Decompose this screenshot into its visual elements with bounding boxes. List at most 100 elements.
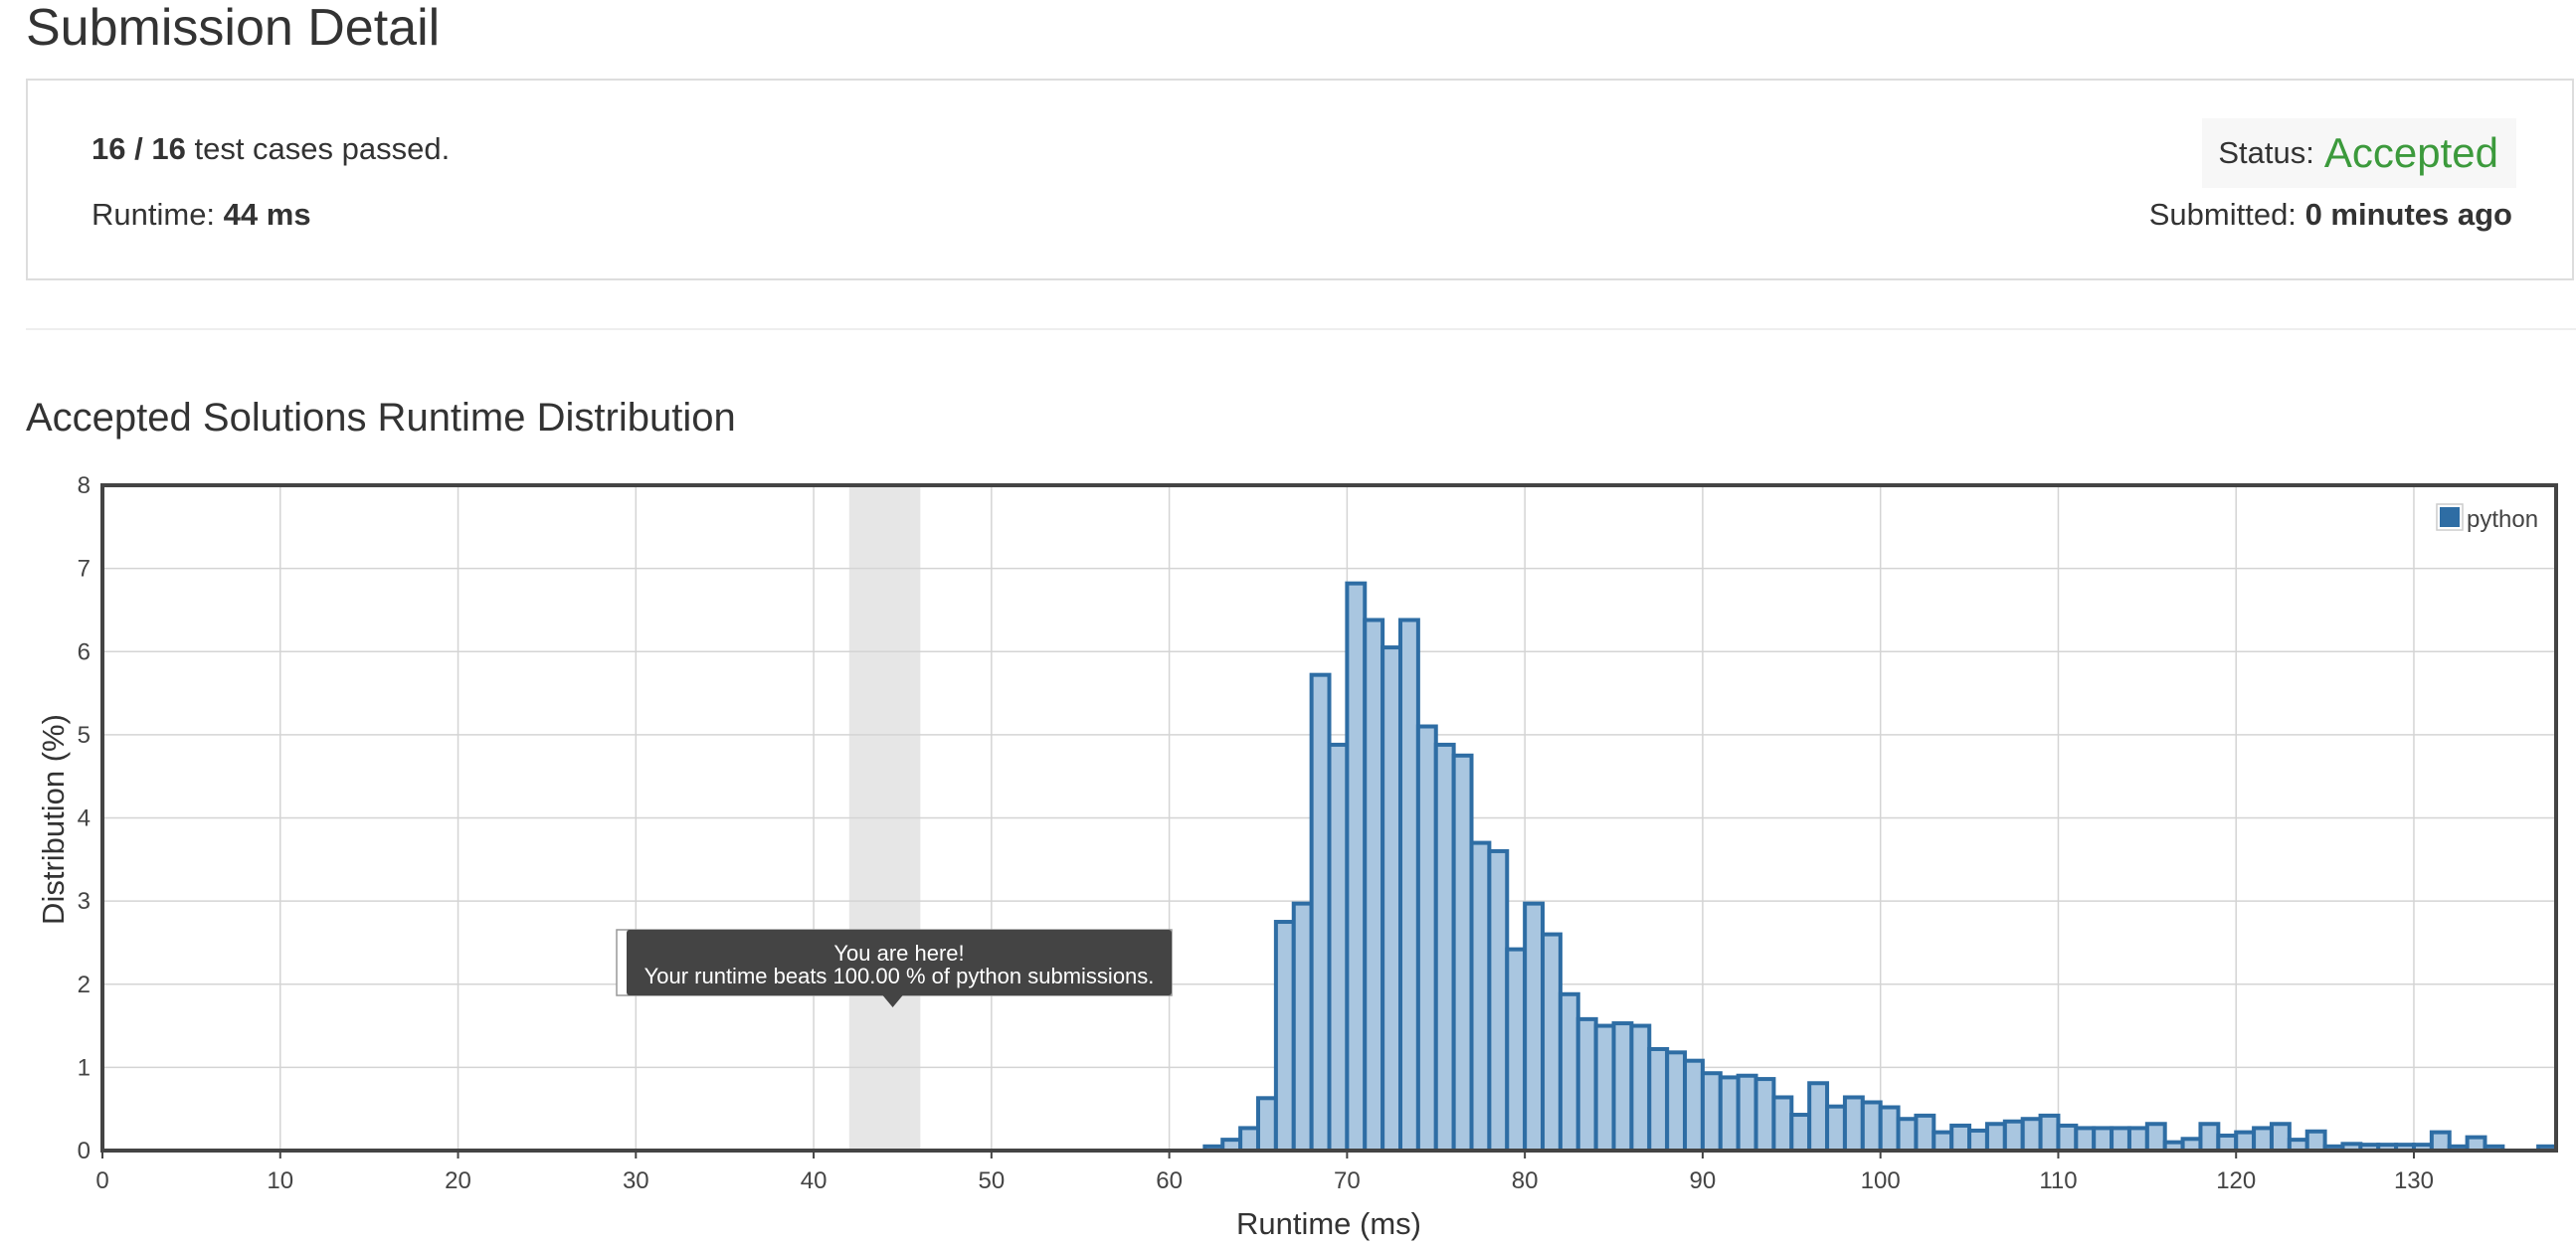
x-tick-label: 100: [1861, 1167, 1901, 1194]
status-value[interactable]: Accepted: [2323, 129, 2498, 176]
histogram-bar: [1700, 1071, 1723, 1154]
histogram-bar: [1736, 1073, 1758, 1154]
histogram-bar: [1327, 742, 1350, 1153]
y-tick-label: 4: [78, 805, 91, 832]
chart-title: Accepted Solutions Runtime Distribution: [26, 396, 736, 440]
y-tick-label: 7: [78, 556, 91, 583]
runtime-tooltip: You are here!Your runtime beats 100.00 %…: [616, 929, 1173, 1007]
x-axis-label: Runtime (ms): [1236, 1206, 1421, 1241]
x-tick-label: 90: [1690, 1167, 1717, 1194]
plot-frame: [100, 483, 2558, 1153]
runtime-value: 44 ms: [223, 197, 311, 232]
submitted-label: Submitted:: [2148, 197, 2297, 232]
histogram-bar: [2144, 1122, 2167, 1153]
histogram-bar: [1647, 1046, 1670, 1154]
histogram-bar: [1629, 1023, 1652, 1153]
histogram-bar: [1238, 1126, 1260, 1154]
histogram-bar: [1487, 848, 1510, 1153]
histogram-bar: [1683, 1058, 1705, 1154]
histogram-bar: [2304, 1129, 2327, 1153]
submission-summary-panel: 16 / 16 test cases passed. Runtime: 44 m…: [26, 79, 2574, 280]
y-tick-label: 8: [78, 472, 91, 499]
histogram-bar: [1878, 1105, 1901, 1154]
passed-text: test cases passed.: [194, 131, 451, 166]
page-title: Submission Detail: [26, 0, 441, 57]
runtime-label: Runtime:: [92, 197, 216, 232]
histogram-bar: [1807, 1081, 1830, 1154]
submitted-value: 0 minutes ago: [2304, 197, 2512, 232]
y-tick-label: 2: [78, 972, 91, 998]
x-tick-label: 70: [1334, 1167, 1361, 1194]
runtime-line: Runtime: 44 ms: [92, 197, 311, 233]
histogram-bar: [1558, 991, 1580, 1153]
submitted-line: Submitted: 0 minutes ago: [2149, 197, 2512, 233]
histogram-bar: [1984, 1122, 2007, 1153]
histogram-bar: [1451, 753, 1474, 1153]
histogram-bar: [1345, 581, 1368, 1153]
histogram-bar: [1842, 1095, 1865, 1153]
x-tick-label: 20: [445, 1167, 471, 1194]
histogram-bar: [2002, 1119, 2025, 1153]
x-tick-label: 50: [978, 1167, 1005, 1194]
histogram-bar: [1255, 1096, 1278, 1154]
histogram-bar: [1380, 645, 1403, 1153]
passed-count: 16: [92, 131, 126, 166]
histogram-bar: [1932, 1130, 1954, 1154]
histogram-bar: [1789, 1113, 1812, 1154]
histogram-bar: [2234, 1130, 2257, 1154]
histogram-bar: [2092, 1126, 2115, 1154]
histogram-bar: [1718, 1075, 1741, 1154]
histogram-bar: [1469, 840, 1492, 1154]
histogram-bar: [1771, 1095, 1794, 1153]
histogram-bar: [1593, 1023, 1616, 1153]
x-tick-label: 60: [1156, 1167, 1183, 1194]
legend-label-python: python: [2467, 506, 2538, 533]
histogram-bar: [2074, 1126, 2097, 1154]
histogram-bar: [1575, 1016, 1598, 1154]
histogram-bar: [1949, 1123, 1972, 1153]
status-box: Status: Accepted: [2202, 118, 2516, 188]
histogram-bar: [1523, 901, 1546, 1153]
histogram-bar: [1860, 1100, 1883, 1154]
legend-swatch: [2440, 507, 2460, 527]
histogram-bar: [1505, 947, 1528, 1153]
total-count: 16: [151, 131, 186, 166]
tooltip-box: [627, 930, 1172, 995]
y-axis-label: Distribution (%): [36, 714, 71, 925]
histogram-bar: [2429, 1130, 2452, 1154]
x-tick-label: 30: [623, 1167, 649, 1194]
histogram-bar: [1896, 1117, 1919, 1154]
status-label: Status:: [2218, 135, 2314, 170]
histogram-bar: [1291, 901, 1314, 1153]
histogram-bar: [2465, 1135, 2487, 1153]
histogram-bar: [2216, 1133, 2239, 1154]
histogram-bar: [1825, 1104, 1847, 1153]
x-tick-label: 130: [2394, 1167, 2434, 1194]
x-tick-label: 110: [2039, 1167, 2077, 1194]
histogram-bar: [1433, 742, 1456, 1153]
test-cases-line: 16 / 16 test cases passed.: [92, 131, 450, 167]
histogram-bar: [2126, 1126, 2149, 1154]
histogram-bar: [2198, 1122, 2221, 1153]
y-tick-label: 1: [78, 1054, 91, 1081]
histogram-bar: [2252, 1126, 2274, 1154]
histogram-bar: [2020, 1117, 2043, 1154]
tooltip-arrow: [882, 995, 903, 1007]
y-tick-label: 3: [78, 888, 91, 915]
histogram-bar: [1753, 1077, 1776, 1154]
histogram-bar: [1967, 1128, 1989, 1154]
tooltip-line2: Your runtime beats 100.00 % of python su…: [644, 964, 1155, 988]
x-tick-label: 0: [95, 1167, 108, 1194]
histogram-bar: [1273, 920, 1296, 1153]
histogram-bar: [1415, 724, 1438, 1153]
histogram-bar: [1611, 1021, 1634, 1153]
x-tick-label: 10: [267, 1167, 293, 1194]
chart-legend: python: [2436, 503, 2538, 533]
histogram-bar: [2056, 1123, 2079, 1153]
section-divider: [26, 328, 2576, 330]
histogram-bar: [1363, 618, 1385, 1153]
y-tick-label: 0: [78, 1138, 91, 1164]
histogram-bar: [1914, 1113, 1936, 1153]
histogram-bar: [1398, 618, 1420, 1153]
